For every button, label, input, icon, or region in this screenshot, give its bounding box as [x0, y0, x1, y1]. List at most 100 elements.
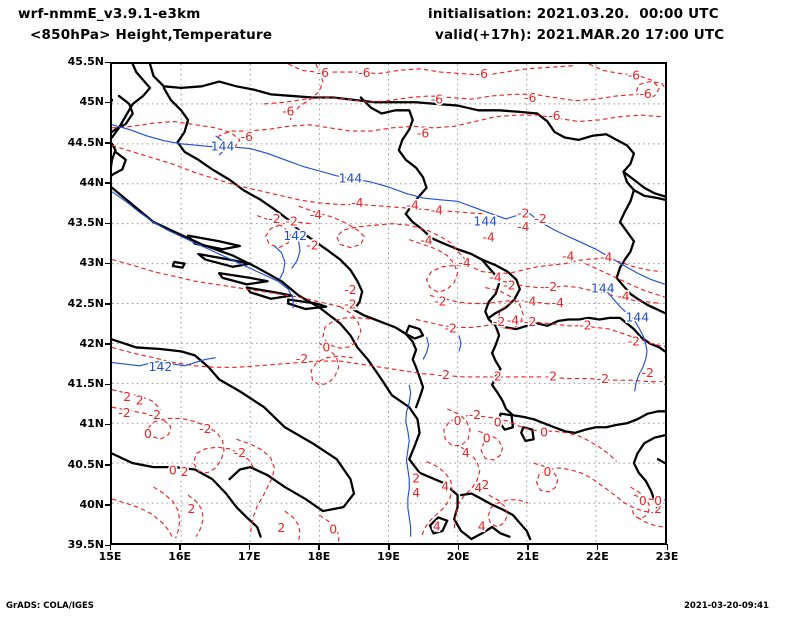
svg-text:-2: -2 — [628, 333, 640, 348]
contour-label: -2 — [149, 407, 161, 422]
svg-text:4: 4 — [412, 485, 420, 500]
x-axis-tick-label: 19E — [377, 550, 400, 563]
svg-text:0: 0 — [639, 493, 647, 508]
svg-text:2: 2 — [412, 471, 420, 486]
svg-text:-4: -4 — [552, 295, 564, 310]
svg-text:2: 2 — [136, 392, 144, 407]
svg-text:2: 2 — [277, 520, 285, 535]
svg-text:-4: -4 — [489, 269, 501, 284]
contour-label: 144 — [211, 139, 235, 154]
x-axis-tick-label: 17E — [237, 550, 261, 563]
svg-text:-6: -6 — [241, 129, 253, 144]
svg-text:144: 144 — [591, 281, 615, 296]
svg-text:-2: -2 — [579, 317, 591, 332]
contour-label: -4 — [489, 269, 501, 284]
svg-text:2: 2 — [481, 477, 489, 492]
y-axis-tick-mark — [105, 383, 111, 386]
contour-label: 0 — [544, 464, 552, 479]
svg-text:4: 4 — [462, 445, 470, 460]
svg-text:-2: -2 — [597, 371, 609, 386]
svg-text:-2: -2 — [344, 282, 356, 297]
x-axis-tick-label: 18E — [307, 550, 331, 563]
contour-label: -4 — [407, 198, 419, 213]
contour-label: 0 — [483, 431, 491, 446]
contour-label: 4 — [441, 479, 449, 494]
contour-label: 0 — [639, 493, 647, 508]
contour-label: -2 — [489, 368, 501, 383]
contour-label: -6 — [639, 86, 651, 101]
model-name-label: wrf-nmmE_v3.9.1-e3km — [18, 6, 201, 22]
svg-text:-2: -2 — [434, 293, 446, 308]
contour-label: -4 — [517, 219, 529, 234]
y-axis-tick-label: 41N — [79, 417, 104, 431]
contour-label: 2 — [277, 520, 285, 535]
temperature-contours — [112, 64, 665, 542]
contour-label: -4 — [600, 249, 612, 264]
contour-label: -4 — [562, 249, 574, 264]
svg-text:0: 0 — [454, 413, 462, 428]
y-axis-tick-label: 40.5N — [67, 457, 104, 471]
svg-text:0: 0 — [169, 463, 177, 478]
contour-label: -2 — [503, 277, 515, 292]
svg-text:-2: -2 — [489, 368, 501, 383]
contour-label: 0 — [454, 413, 462, 428]
y-axis-tick-mark — [105, 464, 111, 466]
contour-label: 0 — [654, 493, 662, 508]
initialisation-time-label: initialisation: 2021.03.20. 00:00 UTC — [428, 6, 719, 22]
svg-text:-4: -4 — [431, 202, 443, 217]
svg-text:-2: -2 — [296, 351, 308, 366]
x-axis-tick-mark — [318, 544, 320, 550]
x-axis-tick-mark — [666, 544, 669, 550]
y-axis-tick-label: 45N — [79, 95, 104, 109]
contour-label: 2 — [136, 392, 144, 407]
y-axis-tick-mark — [105, 61, 111, 64]
contour-label: -4 — [552, 295, 564, 310]
contour-label: -4 — [458, 255, 470, 270]
contour-label: -2 — [628, 333, 640, 348]
svg-text:-6: -6 — [476, 66, 488, 81]
y-axis-tick-label: 44N — [79, 175, 104, 189]
contour-label: 4 — [462, 445, 470, 460]
grads-credit-label: GrADS: COLA/IGES — [6, 601, 94, 611]
svg-text:-4: -4 — [507, 313, 519, 328]
svg-text:-2: -2 — [493, 314, 505, 329]
x-axis-tick-label: 21E — [516, 550, 540, 563]
svg-text:-6: -6 — [628, 67, 640, 82]
svg-text:-2: -2 — [445, 321, 457, 336]
svg-text:-2: -2 — [199, 421, 211, 436]
contour-label: 4 — [412, 485, 420, 500]
svg-text:-6: -6 — [282, 103, 294, 118]
svg-text:-6: -6 — [358, 65, 370, 80]
y-axis-tick-mark — [105, 101, 111, 104]
contour-label: 0 — [322, 340, 330, 355]
contour-label: -2 — [268, 211, 280, 226]
contour-label: -2 — [118, 405, 130, 420]
svg-text:0: 0 — [654, 493, 662, 508]
y-axis-tick-label: 39.5N — [67, 538, 104, 551]
contour-label: -6 — [417, 126, 429, 141]
y-axis-tick-mark — [105, 262, 111, 265]
svg-text:144: 144 — [339, 170, 363, 185]
svg-text:-2: -2 — [659, 373, 665, 388]
y-axis-tick-mark — [105, 423, 111, 426]
x-axis-tick-mark — [179, 544, 181, 550]
gridlines — [112, 64, 665, 543]
contour-label: -4 — [617, 289, 629, 304]
svg-text:-6: -6 — [317, 65, 329, 80]
svg-text:-6: -6 — [417, 126, 429, 141]
contour-label: -2 — [493, 314, 505, 329]
contour-map-plot: -6 -6 -6 -6 -6 -6 -6 -6 -6 -6 -6 -6 -6 -6 -6 -6 -6 -6 -6 -6… — [110, 62, 667, 545]
y-axis-tick-label: 45.5N — [67, 55, 104, 68]
contour-label: -2 — [286, 214, 298, 229]
contour-label: 142 — [149, 359, 173, 374]
y-axis-tick-mark — [105, 303, 111, 305]
svg-text:-4: -4 — [351, 195, 363, 210]
svg-text:-4: -4 — [600, 249, 612, 264]
y-axis-tick-mark — [105, 504, 111, 506]
svg-text:-4: -4 — [310, 207, 322, 222]
x-axis-tick-label: 15E — [98, 550, 122, 563]
x-axis-tick-mark — [109, 544, 112, 550]
height-contours — [112, 124, 665, 537]
contour-label: -2 — [344, 297, 356, 312]
coastlines-and-borders — [112, 64, 665, 541]
